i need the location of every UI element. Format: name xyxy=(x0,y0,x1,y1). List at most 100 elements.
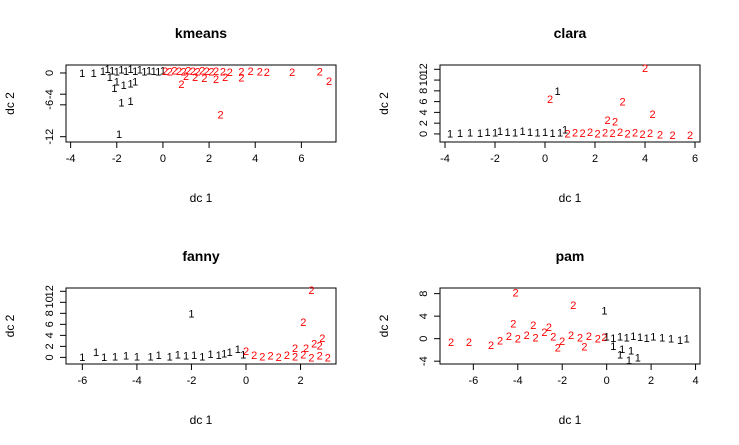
data-point-cluster-2: 2 xyxy=(162,66,168,78)
y-tick-label: 6 xyxy=(418,99,430,105)
data-point-cluster-1: 1 xyxy=(601,306,607,318)
data-point-cluster-1: 1 xyxy=(147,351,153,363)
data-point-cluster-1: 1 xyxy=(100,66,106,78)
data-point-cluster-2: 2 xyxy=(292,343,298,355)
y-tick-label: 0 xyxy=(44,70,56,76)
data-point-cluster-2: 2 xyxy=(649,109,655,121)
x-tick-label: 0 xyxy=(160,153,166,165)
data-point-cluster-2: 2 xyxy=(292,351,298,363)
x-tick-label: 0 xyxy=(604,375,610,387)
data-point-cluster-1: 1 xyxy=(628,346,634,358)
data-point-cluster-2: 2 xyxy=(532,333,538,345)
y-tick-label: 4 xyxy=(44,332,56,338)
data-point-cluster-1: 1 xyxy=(635,352,641,364)
data-point-cluster-2: 2 xyxy=(218,109,224,121)
data-point-cluster-1: 1 xyxy=(114,66,120,78)
x-tick-label: 2 xyxy=(297,375,303,387)
data-point-cluster-2: 2 xyxy=(512,288,518,300)
data-point-cluster-2: 2 xyxy=(300,317,306,329)
data-point-cluster-1: 1 xyxy=(123,351,129,363)
data-point-cluster-1: 1 xyxy=(457,128,463,140)
data-point-cluster-2: 2 xyxy=(570,300,576,312)
data-point-cluster-2: 2 xyxy=(308,285,314,297)
data-point-cluster-1: 1 xyxy=(617,331,623,343)
data-point-cluster-1: 1 xyxy=(191,350,197,362)
data-point-cluster-2: 2 xyxy=(632,127,638,139)
data-point-cluster-1: 1 xyxy=(492,127,498,139)
y-tick-label: 8 xyxy=(418,88,430,94)
data-point-cluster-2: 2 xyxy=(579,128,585,140)
data-point-cluster-2: 2 xyxy=(317,351,323,363)
data-point-cluster-1: 1 xyxy=(155,66,161,78)
x-tick-label: -6 xyxy=(468,375,478,387)
x-tick-label: -2 xyxy=(490,153,500,165)
data-point-cluster-2: 2 xyxy=(602,127,608,139)
data-point-cluster-1: 1 xyxy=(221,349,227,361)
data-point-cluster-1: 1 xyxy=(240,350,246,362)
x-tick-label: 4 xyxy=(692,375,698,387)
data-point-cluster-2: 2 xyxy=(448,337,454,349)
data-point-cluster-1: 1 xyxy=(128,64,134,76)
data-point-cluster-1: 1 xyxy=(156,350,162,362)
y-axis-label: dc 2 xyxy=(3,92,17,115)
data-point-cluster-2: 2 xyxy=(546,322,552,334)
data-point-cluster-2: 2 xyxy=(541,327,547,339)
data-point-cluster-1: 1 xyxy=(617,349,623,361)
data-point-cluster-1: 1 xyxy=(227,347,233,359)
data-point-cluster-2: 2 xyxy=(466,337,472,349)
y-tick-label: -6 xyxy=(44,100,56,110)
x-axis-label: dc 1 xyxy=(190,191,213,205)
data-point-cluster-1: 1 xyxy=(123,66,129,78)
data-point-cluster-1: 1 xyxy=(626,355,632,367)
data-point-cluster-1: 1 xyxy=(650,331,656,343)
data-point-cluster-1: 1 xyxy=(562,125,568,137)
data-point-cluster-2: 2 xyxy=(325,352,331,364)
data-point-cluster-1: 1 xyxy=(79,352,85,364)
data-point-cluster-1: 1 xyxy=(554,86,560,98)
y-tick-label: 2 xyxy=(418,120,430,126)
data-point-cluster-2: 2 xyxy=(609,128,615,140)
x-tick-label: -2 xyxy=(112,153,122,165)
data-point-cluster-2: 2 xyxy=(319,333,325,345)
data-point-cluster-1: 1 xyxy=(668,334,674,346)
y-tick-label: 0 xyxy=(418,131,430,137)
data-point-cluster-1: 1 xyxy=(167,351,173,363)
data-point-cluster-2: 2 xyxy=(248,66,254,78)
data-point-cluster-2: 2 xyxy=(604,115,610,127)
data-point-cluster-1: 1 xyxy=(91,68,97,80)
data-point-cluster-1: 1 xyxy=(504,127,510,139)
data-point-cluster-2: 2 xyxy=(550,331,556,343)
data-point-cluster-2: 2 xyxy=(199,65,205,77)
data-point-cluster-2: 2 xyxy=(601,332,607,344)
chart-title: kmeans xyxy=(175,25,227,41)
data-point-cluster-1: 1 xyxy=(116,129,122,141)
data-point-cluster-2: 2 xyxy=(568,330,574,342)
data-point-cluster-2: 2 xyxy=(515,334,521,346)
data-point-cluster-2: 2 xyxy=(208,66,214,78)
data-point-cluster-2: 2 xyxy=(595,334,601,346)
data-point-cluster-2: 2 xyxy=(204,66,210,78)
data-point-cluster-2: 2 xyxy=(317,340,323,352)
chart-title: clara xyxy=(554,25,587,41)
data-point-cluster-1: 1 xyxy=(534,127,540,139)
data-point-cluster-1: 1 xyxy=(79,68,85,80)
data-point-cluster-2: 2 xyxy=(213,74,219,86)
data-point-cluster-1: 1 xyxy=(132,66,138,78)
data-point-cluster-1: 1 xyxy=(132,76,138,88)
data-point-cluster-2: 2 xyxy=(167,66,173,78)
data-point-cluster-2: 2 xyxy=(572,127,578,139)
data-point-cluster-1: 1 xyxy=(619,344,625,356)
y-tick-label: 0 xyxy=(44,354,56,360)
x-tick-label: 2 xyxy=(648,375,654,387)
data-point-cluster-2: 2 xyxy=(171,65,177,77)
data-point-cluster-1: 1 xyxy=(111,83,117,95)
data-point-cluster-1: 1 xyxy=(183,351,189,363)
data-point-cluster-1: 1 xyxy=(637,332,643,344)
data-point-cluster-1: 1 xyxy=(557,127,563,139)
data-point-cluster-2: 2 xyxy=(639,129,645,141)
data-point-cluster-2: 2 xyxy=(251,350,257,362)
data-point-cluster-2: 2 xyxy=(276,352,282,364)
y-axis-label: dc 2 xyxy=(377,92,391,115)
chart-title: fanny xyxy=(182,248,220,264)
